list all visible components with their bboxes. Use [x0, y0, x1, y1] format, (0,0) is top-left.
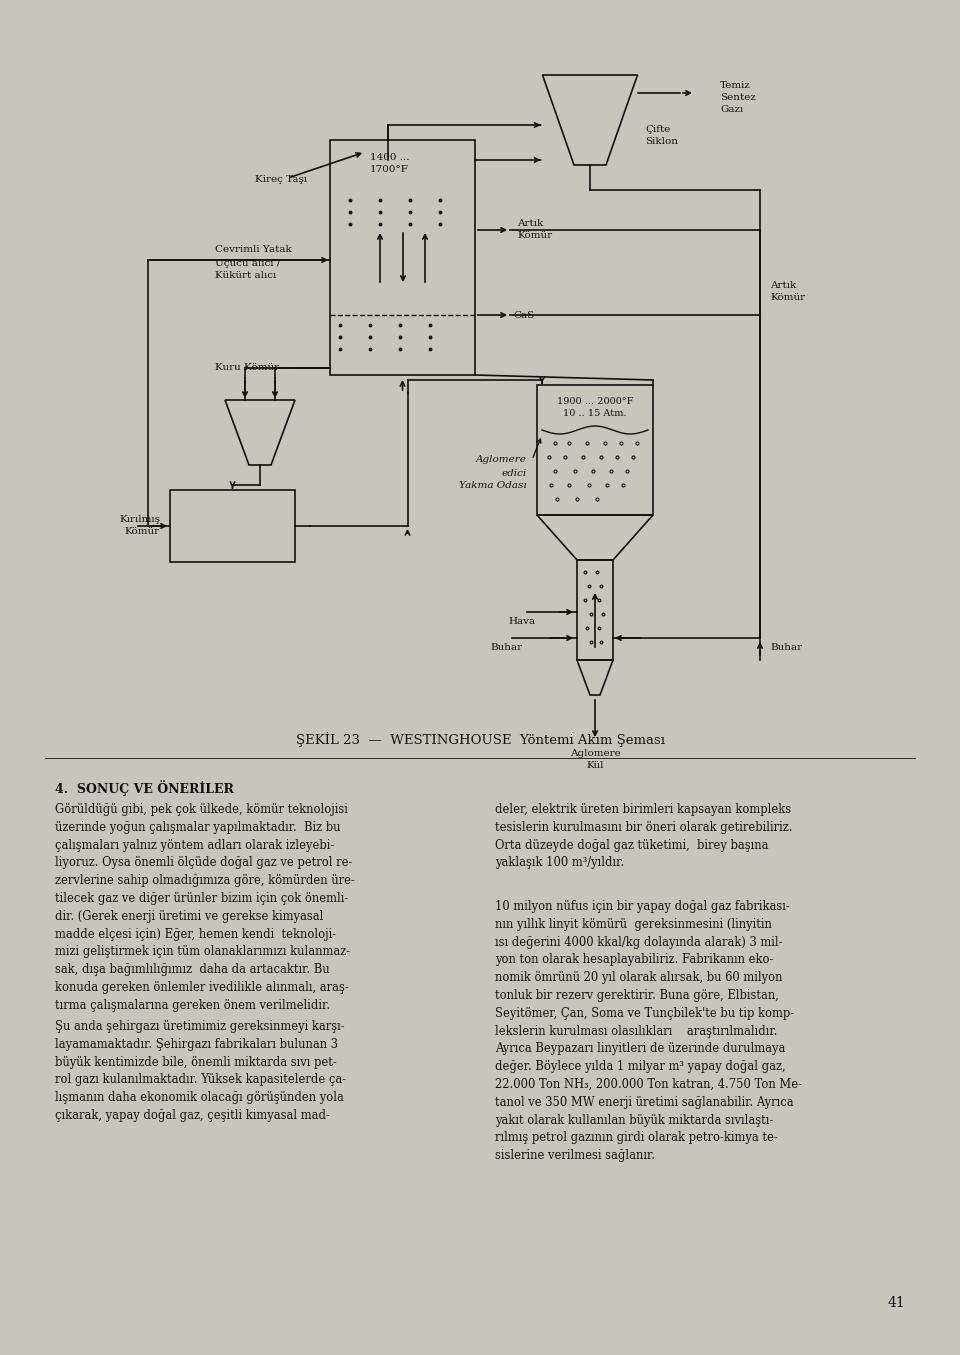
Text: Aglomere: Aglomere — [476, 455, 527, 465]
Text: edici: edici — [502, 469, 527, 477]
Text: Kireç Taşı: Kireç Taşı — [255, 176, 307, 184]
Text: Buhar: Buhar — [491, 644, 523, 653]
Text: Şu anda şehirgazı üretimimiz gereksinmeyi karşı-
layamamaktadır. Şehirgazı fabri: Şu anda şehirgazı üretimimiz gereksinmey… — [55, 1020, 347, 1122]
Text: Aglomere: Aglomere — [569, 749, 620, 759]
Text: 4.  SONUÇ VE ÖNERİLER: 4. SONUÇ VE ÖNERİLER — [55, 780, 234, 795]
Text: Cevrimli Yatak: Cevrimli Yatak — [215, 245, 292, 255]
Text: Yakma Odası: Yakma Odası — [459, 481, 527, 491]
Text: Kömür: Kömür — [517, 232, 552, 240]
Text: Hava: Hava — [509, 618, 536, 626]
Text: Kömür: Kömür — [125, 527, 160, 537]
Text: 1900 ... 2000°F: 1900 ... 2000°F — [557, 397, 634, 406]
Text: Artık: Artık — [770, 280, 796, 290]
Text: Temiz: Temiz — [720, 80, 751, 89]
Text: ŞEKİL 23  —  WESTINGHOUSE  Yöntemi Akım Şeması: ŞEKİL 23 — WESTINGHOUSE Yöntemi Akım Şem… — [296, 733, 664, 748]
Bar — [577, 560, 613, 660]
Text: 10 milyon nüfus için bir yapay doğal gaz fabrikası-
nın yıllık linyit kömürü  ge: 10 milyon nüfus için bir yapay doğal gaz… — [495, 900, 802, 1163]
Text: deler, elektrik üreten birimleri kapsayan kompleks
tesislerin kurulmasını bir ön: deler, elektrik üreten birimleri kapsaya… — [495, 804, 793, 870]
Text: Kuru Kömür: Kuru Kömür — [215, 363, 279, 373]
Text: Sentez: Sentez — [720, 92, 756, 102]
Text: Uçucu alıcı /: Uçucu alıcı / — [215, 259, 280, 267]
Text: Artık: Artık — [517, 220, 543, 229]
Text: Kül: Kül — [587, 762, 604, 771]
Text: 1700°F: 1700°F — [370, 165, 409, 175]
Text: CaS: CaS — [513, 310, 535, 320]
Text: Çifte: Çifte — [645, 126, 671, 134]
Bar — [537, 385, 653, 515]
Text: Görüldüğü gibi, pek çok ülkede, kömür teknolojisi
üzerinde yoğun çalışmalar yapı: Görüldüğü gibi, pek çok ülkede, kömür te… — [55, 804, 355, 1012]
Text: Siklon: Siklon — [645, 137, 679, 146]
Text: 10 .. 15 Atm.: 10 .. 15 Atm. — [564, 409, 627, 419]
Text: Kömür: Kömür — [770, 293, 805, 302]
Bar — [170, 491, 295, 562]
Text: Gazı: Gazı — [720, 104, 743, 114]
Text: 41: 41 — [887, 1295, 905, 1310]
Text: Buhar: Buhar — [770, 644, 803, 653]
Text: Kükürt alıcı: Kükürt alıcı — [215, 271, 276, 280]
Bar — [330, 140, 475, 375]
Text: 1400 ...: 1400 ... — [370, 153, 410, 163]
Text: Kırılmış: Kırılmış — [119, 515, 160, 524]
